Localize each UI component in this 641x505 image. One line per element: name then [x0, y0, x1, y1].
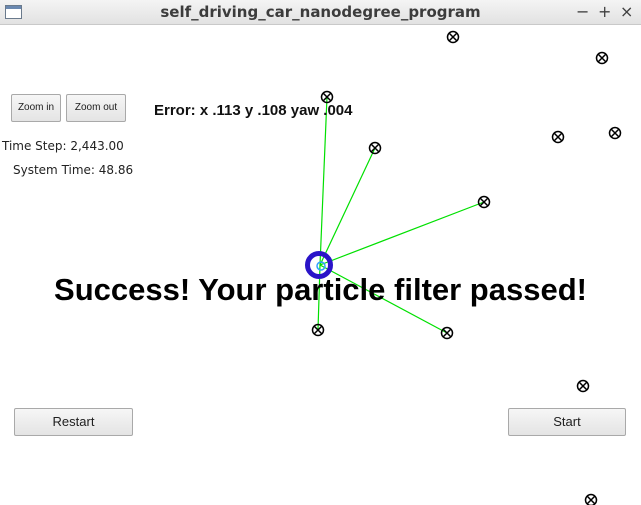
landmark-marker [320, 90, 334, 104]
landmark-marker [446, 30, 460, 44]
window-title: self_driving_car_nanodegree_program [160, 3, 481, 21]
landmark-marker [595, 51, 609, 65]
zoom-in-button[interactable]: Zoom in [11, 94, 61, 122]
error-readout: Error: x .113 y .108 yaw .004 [154, 102, 353, 119]
vehicle [305, 251, 333, 279]
restart-button[interactable]: Restart [14, 408, 133, 436]
observation-line [319, 96, 328, 266]
simulator-canvas [305, 30, 622, 505]
landmark-marker [584, 493, 598, 505]
landmark-marker [551, 130, 565, 144]
success-message: Success! Your particle filter passed! [54, 272, 587, 307]
close-icon[interactable]: × [620, 2, 634, 21]
landmark-marker [477, 195, 491, 209]
vehicle-heading-marker [316, 261, 326, 271]
maximize-icon[interactable]: + [598, 2, 612, 21]
minimize-icon[interactable]: − [576, 2, 590, 21]
app-window-icon [5, 5, 22, 19]
observation-line [319, 147, 376, 266]
time-step-label: Time Step: 2,443.00 [2, 139, 124, 153]
observation-lines [317, 96, 485, 334]
observation-line [319, 264, 448, 334]
landmarks [311, 30, 622, 505]
vehicle-circle [305, 251, 333, 279]
landmark-marker [608, 126, 622, 140]
landmark-marker [440, 326, 454, 340]
landmark-marker [311, 323, 325, 337]
observation-line [319, 201, 485, 266]
system-time-label: System Time: 48.86 [13, 163, 134, 177]
landmark-marker [576, 379, 590, 393]
landmark-marker [368, 141, 382, 155]
start-button[interactable]: Start [508, 408, 626, 436]
title-bar: self_driving_car_nanodegree_program − + … [0, 0, 641, 25]
zoom-out-button[interactable]: Zoom out [66, 94, 126, 122]
